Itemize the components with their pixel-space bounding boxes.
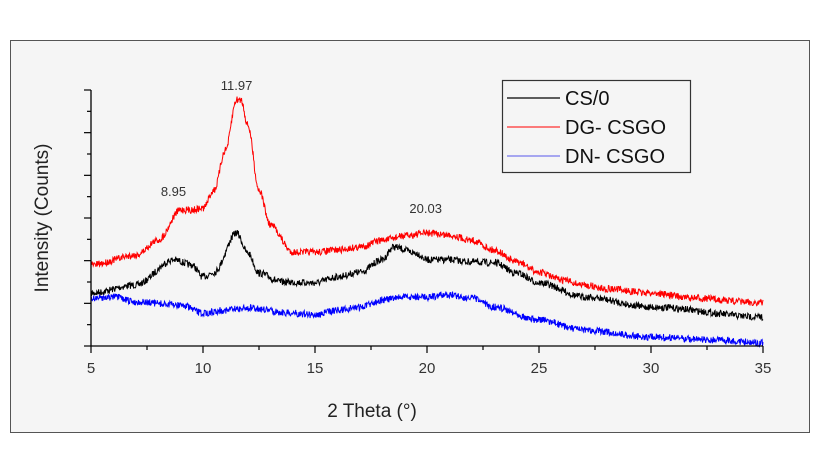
series-layer [90,96,764,348]
x-tick-label: 5 [87,360,95,377]
series-line-cs-0 [90,229,764,322]
x-tick-label: 30 [643,360,660,377]
legend-label: DN- CSGO [565,146,665,168]
series-line-dn-csgo [90,291,764,348]
legend-label: DG- CSGO [565,117,666,139]
annotation-layer: 11.97 8.95 20.03 [161,78,442,216]
x-tick-label: 25 [531,360,548,377]
x-tick-label: 15 [307,360,324,377]
peak-label: 8.95 [161,184,186,199]
peak-label: 11.97 [221,78,253,93]
x-tick-label: 20 [419,360,436,377]
x-tick-label: 35 [755,360,772,377]
peak-label: 20.03 [409,201,442,216]
x-axis-label: 2 Theta (°) [327,401,417,422]
y-axis-label: Intensity (Counts) [32,144,53,293]
legend-label: CS/0 [565,88,609,110]
x-tick-label: 10 [195,360,212,377]
axes-layer: 5 10 15 20 25 30 35 [84,89,772,377]
legend: CS/0 DG- CSGO DN- CSGO [501,79,692,174]
series-line-dg-csgo [90,96,764,307]
